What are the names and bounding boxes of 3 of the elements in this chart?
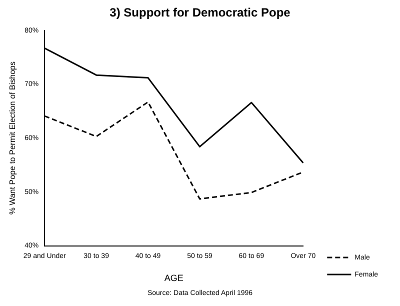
chart-title: 3) Support for Democratic Pope <box>110 6 291 20</box>
x-axis-title: AGE <box>164 273 184 284</box>
y-axis-title: % Want Pope to Permit Election of Bishops <box>8 62 18 215</box>
